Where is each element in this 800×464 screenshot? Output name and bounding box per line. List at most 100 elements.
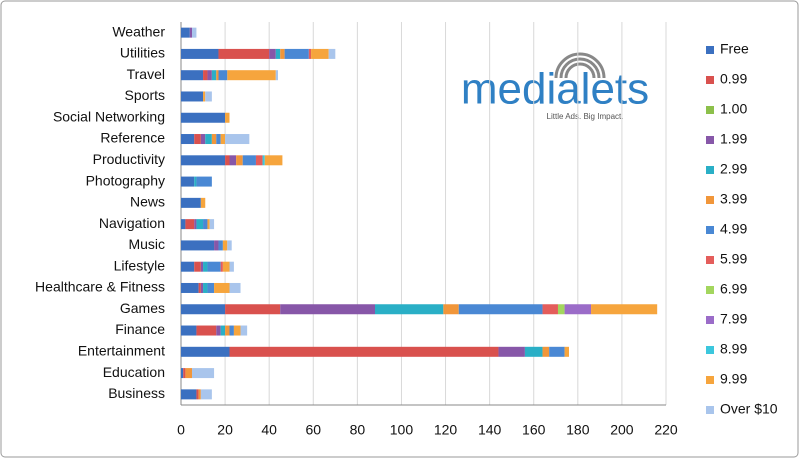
legend-swatch	[706, 136, 714, 144]
bar-segment	[181, 325, 197, 336]
x-tick-label: 120	[434, 422, 458, 438]
legend-label: 1.99	[720, 131, 747, 147]
bar-segment	[458, 304, 543, 315]
bar-segment	[196, 389, 199, 400]
x-tick-label: 160	[522, 422, 546, 438]
legend-label: 6.99	[720, 281, 747, 297]
bar-segment	[214, 282, 230, 293]
bar-segment	[211, 134, 217, 145]
bar-segment	[194, 261, 201, 272]
bar-segment	[185, 219, 195, 230]
bar-segment	[216, 134, 221, 145]
bar-segment	[218, 240, 223, 251]
bar-segment	[498, 346, 525, 357]
bar-segment	[233, 325, 241, 336]
bar-segment	[207, 261, 221, 272]
bar-segment	[200, 134, 206, 145]
bar-segment	[203, 219, 208, 230]
bar-segment	[203, 91, 206, 102]
y-tick-label: Business	[108, 385, 165, 401]
bar-segment	[196, 176, 212, 187]
bar-segment	[229, 155, 237, 166]
x-tick-label: 100	[390, 422, 414, 438]
bar-segment	[240, 325, 248, 336]
bar-segment	[181, 261, 195, 272]
bar-segment	[200, 261, 204, 272]
bar-segment	[242, 155, 256, 166]
logo-text: medialets	[461, 65, 649, 114]
bar-segment	[542, 346, 550, 357]
bar-segment	[200, 282, 204, 293]
bar-segment	[203, 261, 208, 272]
bar-segment	[218, 70, 228, 81]
bar-segment	[220, 325, 226, 336]
x-tick-label: 200	[610, 422, 634, 438]
bar-segment	[192, 27, 197, 38]
bar-segment	[443, 304, 459, 315]
bar-segment	[205, 91, 212, 102]
bar-segment	[181, 197, 201, 208]
y-tick-label: Social Networking	[53, 108, 165, 124]
bar-segment	[181, 368, 184, 379]
legend-swatch	[706, 346, 714, 354]
legend-swatch	[706, 286, 714, 294]
bar-segment	[275, 70, 278, 81]
y-tick-label: Games	[120, 300, 165, 316]
legend-label: 2.99	[720, 161, 747, 177]
bar-segment	[229, 325, 234, 336]
bar-segment	[203, 70, 208, 81]
x-tick-label: 0	[177, 422, 185, 438]
y-tick-label: Utilities	[120, 45, 165, 61]
legend-label: 8.99	[720, 341, 747, 357]
bar-segment	[207, 219, 210, 230]
y-tick-label: Productivity	[93, 151, 165, 167]
bar-segment	[200, 389, 212, 400]
bar-segment	[222, 261, 230, 272]
bar-segment	[196, 325, 217, 336]
bar-segment	[181, 112, 226, 123]
legend-label: Over $10	[720, 401, 778, 417]
bar-segment	[220, 134, 226, 145]
y-tick-label: Sports	[125, 87, 165, 103]
bar-segment	[192, 368, 215, 379]
x-tick-label: 140	[478, 422, 502, 438]
y-tick-label: Healthcare & Fitness	[35, 279, 165, 295]
bar-segment	[181, 70, 204, 81]
bar-segment	[194, 219, 197, 230]
bar-segment	[209, 219, 215, 230]
bar-segment	[262, 155, 265, 166]
bar-segment	[181, 91, 204, 102]
logo-tagline: Little Ads. Big Impact.	[547, 112, 624, 121]
y-tick-label: News	[130, 194, 165, 210]
logo-icon	[554, 52, 606, 79]
bar-segment	[280, 304, 375, 315]
logo: medialets Little Ads. Big Impact.	[461, 52, 649, 121]
bar-segment	[181, 240, 215, 251]
bar-segment	[225, 112, 230, 123]
legend-swatch	[706, 376, 714, 384]
bar-segment	[229, 282, 241, 293]
bar-segment	[264, 155, 283, 166]
bar-segment	[227, 240, 232, 251]
bar-segment	[218, 48, 270, 59]
y-tick-label: Navigation	[99, 215, 165, 231]
bar-segment	[236, 155, 243, 166]
bar-segment	[207, 70, 212, 81]
legend-swatch	[706, 196, 714, 204]
bar-segment	[591, 304, 658, 315]
legend-swatch	[706, 106, 714, 114]
bar-segment	[181, 155, 226, 166]
bar-segment	[220, 261, 223, 272]
bar-segment	[564, 346, 569, 357]
bar-segment	[328, 48, 336, 59]
bar-segment	[222, 240, 228, 251]
legend-swatch	[706, 46, 714, 54]
legend-swatch	[706, 166, 714, 174]
x-tick-label: 20	[217, 422, 233, 438]
bar-segment	[229, 346, 499, 357]
bar-segment	[280, 48, 285, 59]
legend-label: 9.99	[720, 371, 747, 387]
bar-segment	[269, 48, 276, 59]
bar-segment	[225, 134, 250, 145]
